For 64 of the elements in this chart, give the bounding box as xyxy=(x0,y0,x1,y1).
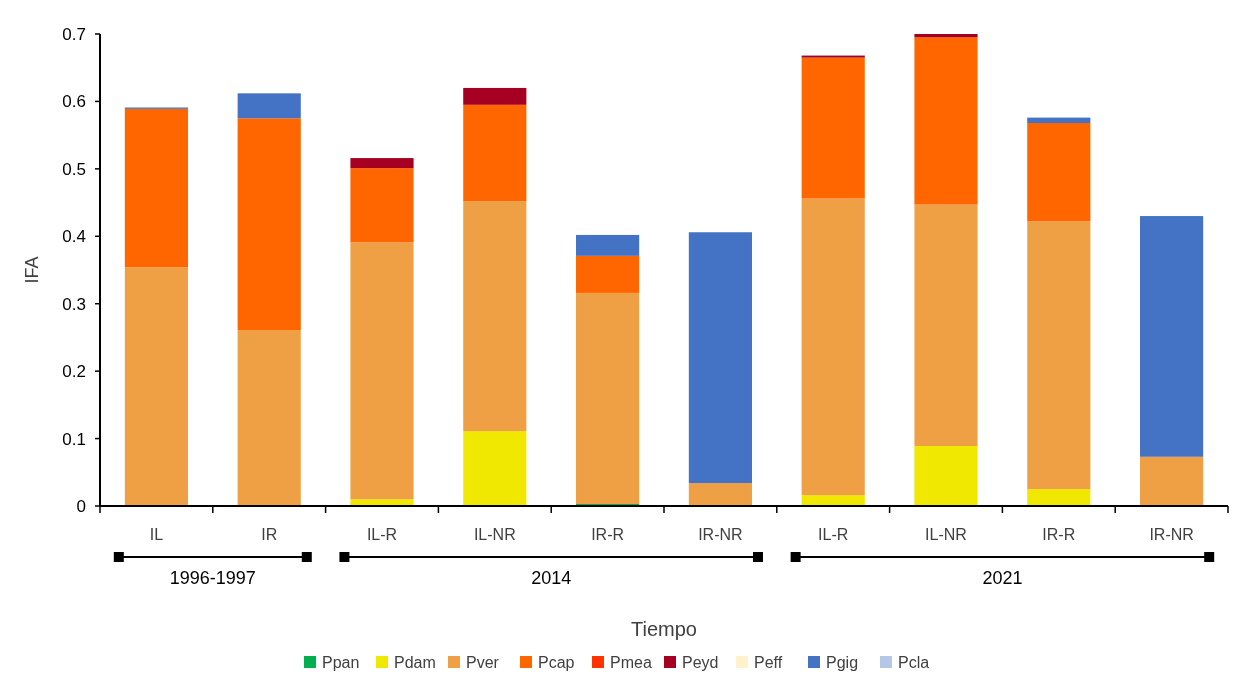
bar xyxy=(801,55,865,58)
x-tick-label: IR-NR xyxy=(698,526,743,543)
legend-label: Peff xyxy=(754,653,783,671)
legend-label: Pmea xyxy=(610,653,652,671)
x-tick-label: IL-R xyxy=(366,526,398,543)
bar xyxy=(801,495,865,506)
legend-label: Pver xyxy=(466,653,500,671)
x-tick-label: IL xyxy=(149,526,164,543)
bar xyxy=(1027,221,1091,490)
bar xyxy=(463,104,527,202)
y-axis-title: IFA xyxy=(22,256,42,284)
text: 2021 xyxy=(982,568,1023,588)
bar xyxy=(688,232,752,484)
bar xyxy=(688,483,752,506)
bar xyxy=(801,57,865,199)
y-tick-label: 0.6 xyxy=(62,92,86,112)
y-tick-label: 0.5 xyxy=(62,159,86,179)
bar xyxy=(914,37,978,205)
legend-label: Ppan xyxy=(322,653,360,671)
bar xyxy=(237,330,301,506)
x-tick-label: IR-NR xyxy=(1149,526,1194,543)
x-tick-label: IL-NR xyxy=(925,526,967,543)
x-tick-label: IR-R xyxy=(591,526,625,543)
bar xyxy=(463,431,527,506)
y-tick-label: 0.3 xyxy=(62,294,86,314)
bar xyxy=(350,499,414,506)
legend-label: Pcap xyxy=(538,653,575,671)
legend-label: Pgig xyxy=(826,653,859,671)
bar xyxy=(1027,123,1091,222)
text: 2014 xyxy=(531,568,572,588)
x-tick-label: IL-R xyxy=(818,526,849,543)
bar xyxy=(463,201,527,432)
bar xyxy=(801,198,865,496)
x-axis-title: Tiempo xyxy=(631,618,697,640)
y-tick-label: 0.7 xyxy=(62,24,86,44)
bar xyxy=(576,292,640,504)
bar xyxy=(237,118,301,331)
bar xyxy=(1140,456,1204,506)
bar xyxy=(914,204,978,446)
text: 1996-1997 xyxy=(169,568,256,588)
bar xyxy=(576,255,640,293)
bar xyxy=(914,34,978,38)
legend-label: Peyd xyxy=(682,653,719,671)
bar xyxy=(350,242,414,500)
bar xyxy=(576,234,640,256)
bar xyxy=(1140,216,1204,457)
y-tick-label: 0.4 xyxy=(62,227,86,247)
bar xyxy=(237,93,301,119)
bar xyxy=(1027,117,1091,124)
x-tick-label: IR-R xyxy=(1042,526,1076,543)
bar xyxy=(124,108,188,268)
legend-label: Pcla xyxy=(898,653,930,671)
x-tick-label: IR xyxy=(261,526,278,543)
bar xyxy=(1027,489,1091,506)
y-tick-label: 0 xyxy=(76,496,86,516)
x-tick-label: IL-NR xyxy=(473,526,516,543)
bar xyxy=(350,168,414,243)
bar xyxy=(463,87,527,105)
legend-label: Pdam xyxy=(394,653,436,671)
bar xyxy=(350,158,414,169)
bar xyxy=(124,267,188,506)
bar xyxy=(914,445,978,506)
y-tick-label: 0.2 xyxy=(62,362,86,382)
y-tick-label: 0.1 xyxy=(62,429,86,449)
